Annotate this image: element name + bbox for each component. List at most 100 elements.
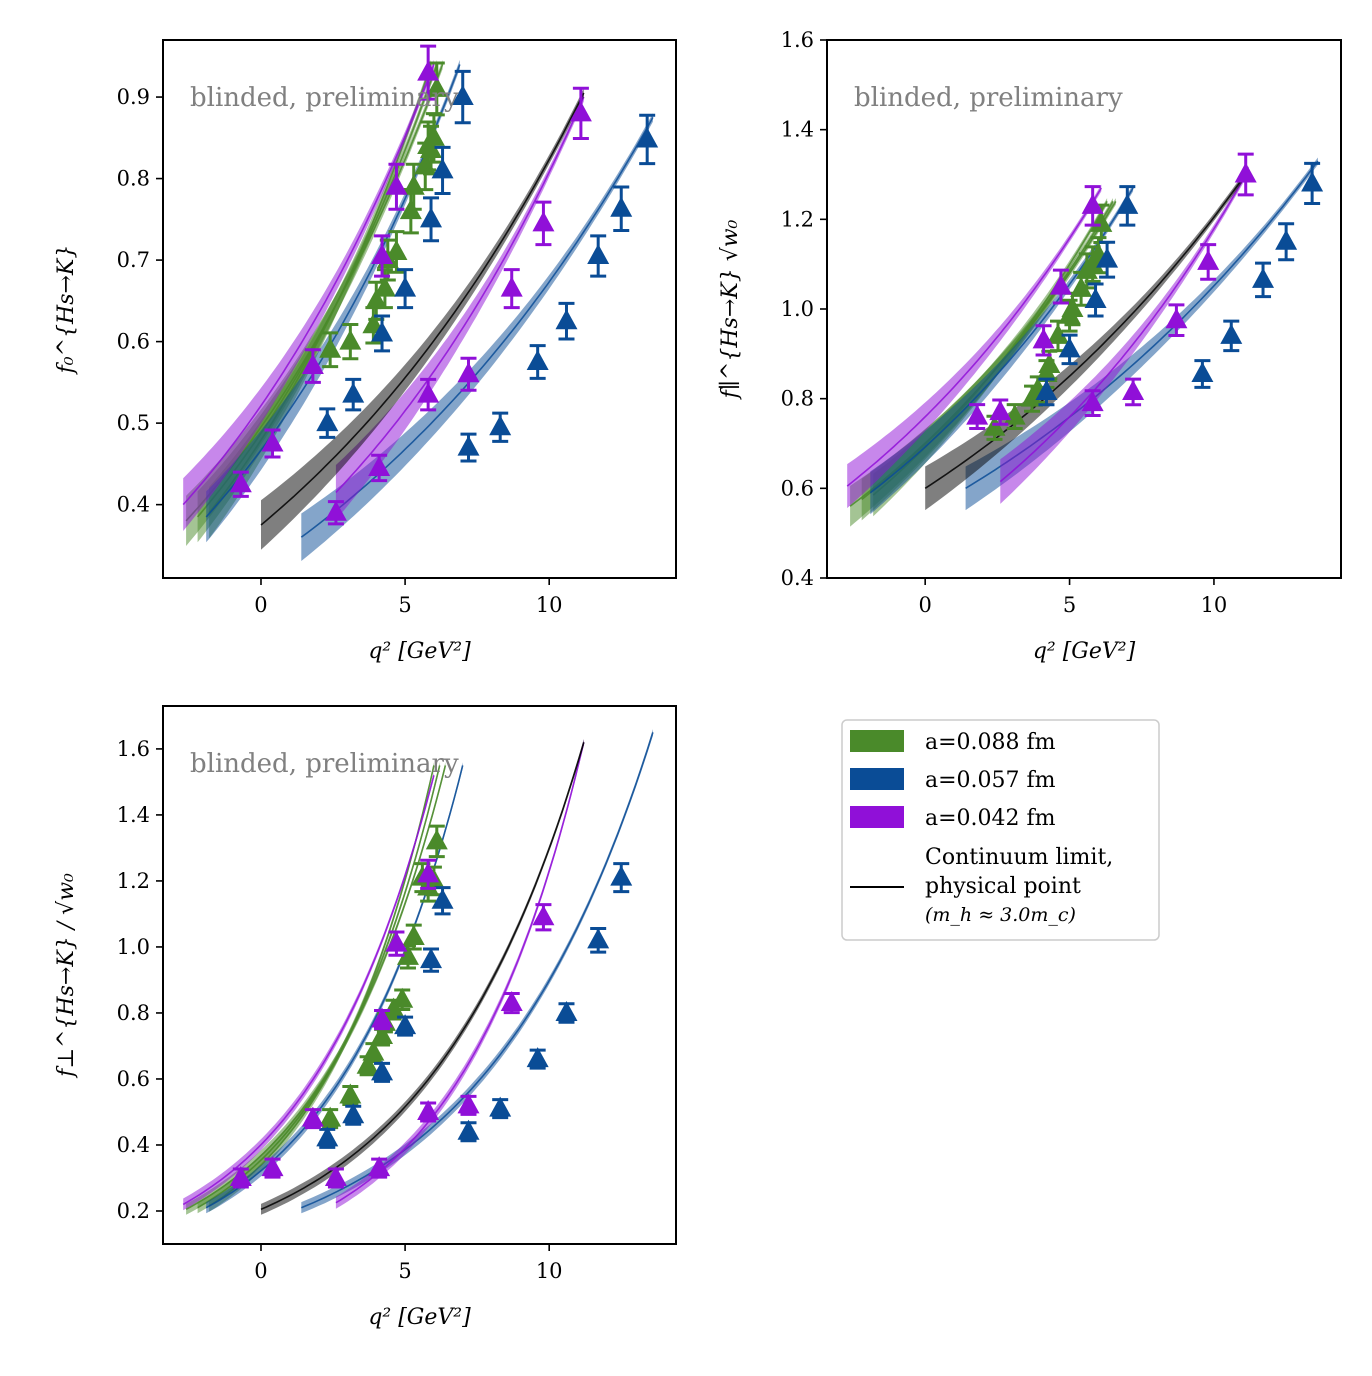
a-0-057-fm-point-5 [431, 145, 454, 196]
triangle-marker [420, 138, 443, 159]
triangle-marker [989, 400, 1012, 421]
a-0-042-fm-point-9 [457, 356, 480, 392]
a-0-042-fm-band-0 [183, 59, 434, 532]
y-tick-label: 0.8 [117, 167, 150, 191]
y-tick-label: 0.5 [117, 411, 150, 435]
triangle-marker [368, 455, 391, 476]
triangle-marker [1197, 249, 1220, 270]
a-0-042-fm-point-7 [417, 377, 440, 412]
a-0-042-fm-point-3 [324, 1165, 347, 1189]
triangle-marker [1081, 193, 1104, 214]
a-0-057-fm-point-8 [526, 1047, 549, 1070]
a-0-057-fm-point-11 [610, 862, 633, 894]
x-tick-label: 5 [1063, 593, 1076, 617]
triangle-marker [356, 1053, 379, 1074]
y-tick-label: 0.7 [117, 248, 150, 272]
legend-label-a088: a=0.088 fm [925, 730, 1056, 755]
triangle-marker [402, 925, 425, 946]
y-tick-label: 0.6 [117, 1067, 150, 1091]
triangle-marker [396, 944, 419, 965]
x-tick-label: 5 [398, 593, 411, 617]
triangle-marker [420, 207, 443, 228]
a-0-042-fm-point-4 [368, 453, 391, 483]
triangle-marker [569, 101, 592, 122]
y-tick-label: 1.2 [117, 869, 150, 893]
triangle-marker [500, 276, 523, 297]
a-0-042-fm-point-0 [966, 403, 989, 431]
triangle-marker [610, 196, 633, 217]
triangle-marker [319, 337, 342, 358]
triangle-marker [342, 382, 365, 403]
triangle-marker [385, 931, 408, 952]
triangle-marker [1220, 323, 1243, 344]
y-tick-label: 1.6 [117, 737, 150, 761]
a-0-088-fm-point-1 [339, 322, 362, 361]
a-0-042-fm-curve-0 [182, 775, 435, 1206]
a-0-057-fm-point-3 [394, 1014, 417, 1037]
y-tick-label: 0.6 [117, 330, 150, 354]
triangle-marker [229, 472, 252, 493]
a-0-042-fm-curve-1 [335, 96, 585, 493]
a-0-042-fm-point-0 [229, 1165, 252, 1189]
triangle-marker [431, 158, 454, 179]
a-0-057-fm-point-13 [636, 113, 659, 166]
a-0-042-fm-point-1 [261, 428, 284, 459]
a-0-057-fm-point-2 [1084, 282, 1107, 318]
triangle-marker [371, 1060, 394, 1081]
a-0-042-fm-curve-0 [846, 187, 1102, 487]
a-0-057-fm-point-1 [1058, 333, 1081, 366]
a-0-042-fm-point-1 [989, 398, 1012, 426]
triangle-marker [371, 1007, 394, 1028]
triangle-marker [342, 1103, 365, 1124]
continuum-limit-physical-point-band-0 [261, 88, 584, 550]
triangle-marker [1275, 229, 1298, 250]
a-0-088-fm-point-0 [319, 331, 342, 369]
legend-swatch-a057 [850, 768, 904, 790]
triangle-marker [402, 174, 425, 195]
a-0-057-fm-point-2 [371, 314, 394, 353]
a-0-042-fm-point-8 [1197, 243, 1220, 281]
a-0-042-fm-point-5 [1081, 185, 1104, 227]
a-0-057-fm-point-4 [420, 196, 443, 243]
triangle-marker [425, 76, 448, 97]
a-0-057-fm-point-4 [420, 947, 443, 973]
triangle-marker [1081, 391, 1104, 412]
y-tick-label: 0.4 [781, 566, 814, 590]
a-0-057-fm-point-6 [1220, 319, 1243, 353]
triangle-marker [229, 1165, 252, 1186]
triangle-marker [1252, 267, 1275, 288]
a-0-042-fm-point-3 [324, 500, 347, 526]
x-tick-label: 0 [254, 593, 267, 617]
y-tick-label: 0.8 [781, 387, 814, 411]
y-tick-label: 0.4 [117, 1133, 150, 1157]
x-tick-label: 0 [254, 1259, 267, 1283]
triangle-marker [431, 888, 454, 909]
triangle-marker [1038, 353, 1061, 374]
legend-continuum-line2: physical point [925, 874, 1081, 899]
a-0-057-fm-point-0 [1035, 377, 1058, 407]
triangle-marker [526, 1047, 549, 1068]
a-0-057-fm-point-4 [1116, 185, 1139, 227]
legend: a=0.088 fm a=0.057 fm a=0.042 fm Continu… [841, 719, 1160, 941]
a-0-057-fm-curve-0 [869, 187, 1134, 494]
a-0-057-fm-point-3 [1096, 240, 1119, 279]
y-tick-label: 0.2 [117, 1199, 150, 1223]
a-0-057-fm-point-1 [342, 1103, 365, 1126]
triangle-marker [1084, 288, 1107, 309]
triangle-marker [1090, 211, 1113, 232]
a-0-057-fm-curve-1 [300, 732, 654, 1209]
x-axis-label: q² [GeV²] [368, 1305, 471, 1330]
legend-swatch-a042 [850, 806, 904, 828]
triangle-marker [394, 1014, 417, 1035]
a-0-088-fm-point-0 [983, 414, 1006, 441]
a-0-042-fm-point-2 [301, 348, 324, 384]
y-axis-label: f⊥^{Hs→K} / √w₀ [54, 873, 79, 1079]
a-0-042-fm-band-0 [847, 184, 1102, 509]
x-tick-label: 0 [918, 593, 931, 617]
y-tick-label: 1.0 [781, 297, 814, 321]
triangle-marker [532, 905, 555, 926]
a-0-057-fm-point-1 [342, 377, 365, 412]
a-0-042-fm-point-11 [532, 200, 555, 247]
triangle-marker [1061, 297, 1084, 317]
